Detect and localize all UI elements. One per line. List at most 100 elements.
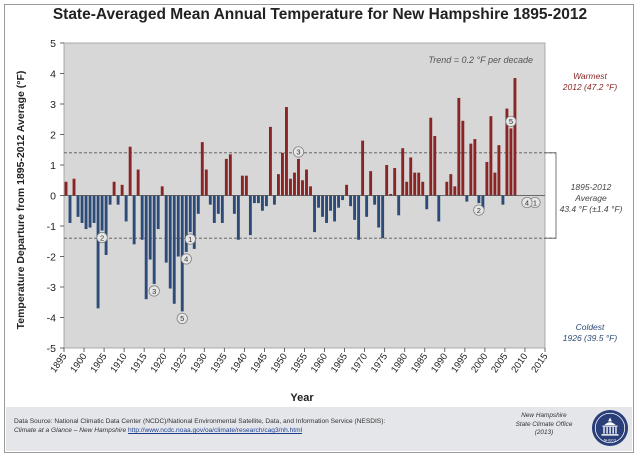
bar-1964 [341, 195, 345, 201]
bar-1915 [144, 195, 148, 300]
bar-1904 [100, 195, 104, 231]
rank-circle [473, 204, 485, 216]
bar-1898 [76, 195, 80, 217]
bar-1934 [220, 195, 224, 223]
x-tick-label: 1930 [189, 351, 210, 375]
y-tick-label: -5 [47, 343, 56, 355]
x-tick-label: 1965 [329, 351, 350, 375]
bar-1927 [192, 195, 196, 249]
bar-2005 [505, 108, 509, 196]
bar-1987 [433, 136, 437, 196]
x-tick-label: 1985 [409, 351, 430, 375]
bar-1974 [381, 195, 385, 239]
bar-2002 [493, 172, 497, 196]
bar-1925 [184, 195, 188, 252]
bar-1908 [116, 195, 120, 205]
rank-marker-2006: 5 [505, 115, 517, 127]
data-source-text: Data Source: National Climatic Data Cent… [14, 417, 484, 435]
bar-1936 [228, 154, 232, 196]
bar-1972 [373, 195, 377, 205]
bar-1912 [132, 195, 136, 245]
bar-1930 [204, 169, 208, 196]
bar-1941 [248, 195, 252, 236]
seal-text: NHSCO [604, 438, 617, 442]
bar-1992 [453, 186, 457, 196]
bar-1980 [405, 181, 409, 196]
average-line3: 43.4 °F (±1.4 °F) [559, 204, 623, 214]
rank-number: 5 [509, 117, 513, 126]
bar-1933 [216, 195, 220, 214]
bar-1900 [84, 195, 88, 230]
warmest-label: Warmest [573, 71, 607, 81]
rank-number: 3 [296, 148, 300, 157]
bar-1957 [313, 195, 316, 233]
source-line: Data Source: National Climatic Data Cent… [14, 418, 386, 425]
rank-number: 4 [184, 255, 188, 264]
y-tick-label: -3 [47, 282, 56, 294]
x-axis-title: Year [290, 392, 314, 404]
bar-1946 [268, 126, 272, 196]
rank-circle [96, 232, 108, 244]
rank-number: 2 [100, 233, 104, 242]
x-tick-label: 1955 [289, 351, 310, 375]
x-tick-label: 1925 [169, 351, 190, 375]
bar-1961 [329, 195, 332, 211]
y-tick-label: 4 [50, 69, 56, 81]
bar-1954 [301, 180, 304, 196]
office-line1: New Hampshire [521, 412, 567, 419]
bar-2000 [485, 161, 489, 196]
rank-markers: 1 2 3 4 5 1 2 3 4 5 [96, 115, 541, 324]
y-tick-label: 2 [50, 130, 56, 142]
bar-1924 [180, 195, 184, 312]
bar-1940 [244, 175, 248, 196]
y-tick-label: 0 [50, 191, 56, 203]
bar-1999 [481, 195, 485, 210]
footer: Data Source: National Climatic Data Cent… [6, 407, 632, 451]
bar-1996 [469, 143, 473, 196]
bar-2007 [513, 78, 517, 196]
bar-1985 [425, 195, 429, 210]
bar-1995 [465, 195, 469, 202]
rank-marker-2010: 4 [521, 196, 533, 209]
bar-1970 [365, 195, 369, 217]
x-tick-label: 1960 [309, 351, 330, 375]
rank-number: 3 [152, 287, 156, 296]
bar-1994 [461, 120, 465, 196]
rank-number: 4 [525, 198, 529, 207]
chart-title: State-Averaged Mean Annual Temperature f… [52, 6, 588, 23]
bar-1993 [457, 97, 461, 196]
bar-1909 [120, 184, 124, 196]
bar-1901 [88, 195, 92, 228]
rank-number: 5 [180, 314, 184, 323]
bar-1943 [256, 195, 260, 204]
source-prefix: Climate at a Glance – New Hampshire [14, 427, 127, 434]
x-tick-label: 1995 [449, 351, 470, 375]
bar-1998 [477, 195, 481, 204]
x-tick-label: 1910 [108, 351, 129, 375]
bar-1963 [337, 195, 341, 208]
bar-2004 [501, 195, 505, 205]
coldest-note: Coldest 1926 (39.5 °F) [552, 322, 628, 344]
y-tick-label: -1 [47, 221, 56, 233]
bar-1962 [333, 195, 337, 222]
bar-1914 [140, 195, 144, 240]
bar-1923 [176, 195, 180, 257]
x-tick-label: 2005 [489, 351, 510, 375]
average-line1: 1895-2012 [570, 182, 612, 192]
capitol-seal-icon: NHSCO [591, 409, 629, 447]
bar-1928 [196, 195, 200, 214]
bar-1997 [473, 139, 477, 196]
source-link[interactable]: http://www.ncdc.noaa.gov/oa/climate/rese… [127, 427, 303, 434]
bar-1991 [449, 174, 453, 196]
bar-1958 [317, 195, 320, 208]
x-tick-label: 2010 [509, 351, 530, 375]
bar-1988 [437, 195, 441, 222]
bar-1956 [309, 186, 312, 196]
bar-1911 [128, 146, 132, 196]
bar-1965 [345, 184, 349, 196]
bar-1920 [164, 195, 168, 263]
warmest-value: 2012 (47.2 °F) [562, 82, 618, 92]
bar-1971 [369, 171, 373, 196]
trend-note: Trend = 0.2 °F per decade [428, 55, 533, 65]
